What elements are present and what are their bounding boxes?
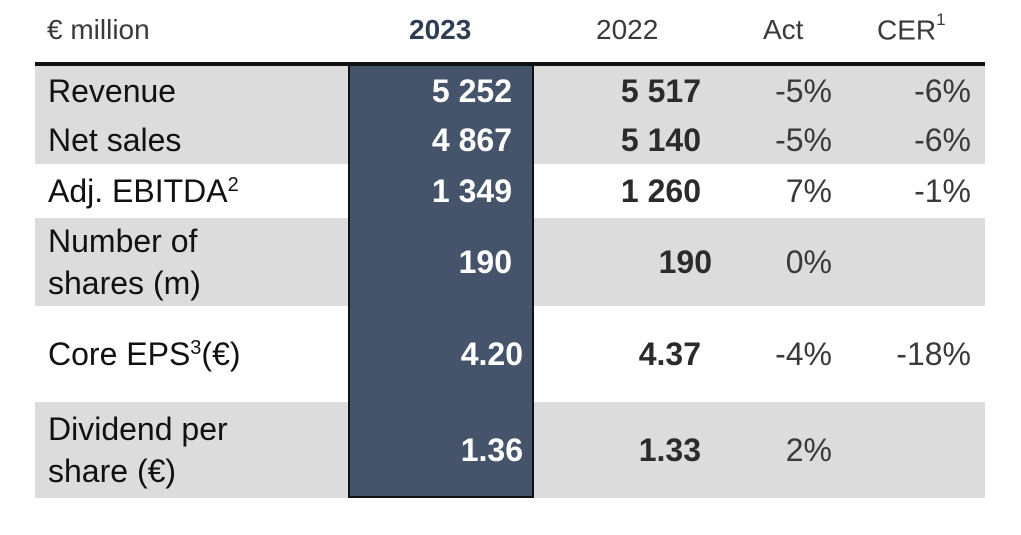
financial-summary-table: € million 2023 2022 Act CER1 Revenue 5 5… [35, 0, 985, 535]
value-2022: 1 260 [620, 172, 701, 209]
header-2022: 2022 [596, 14, 659, 45]
value-2023: 4.20 [460, 335, 523, 372]
header-cer-footnote: 1 [936, 10, 946, 29]
value-cer: -18% [896, 335, 971, 372]
value-2022: 1.33 [638, 431, 701, 468]
table-row-adj-ebitda: Adj. EBITDA 2 1 260 7% -1% [35, 164, 985, 218]
value-act: 2% [785, 431, 832, 468]
header-cer: CER1 [877, 10, 946, 46]
value-act: 7% [785, 172, 832, 209]
value-2022: 5 517 [620, 72, 701, 109]
value-2022: 4.37 [638, 335, 701, 372]
row-label: Number of shares (m) [48, 223, 201, 301]
footnote-marker: 2 [227, 174, 239, 196]
header-act: Act [763, 14, 804, 45]
value-cer: -6% [914, 72, 971, 109]
value-act: 0% [785, 243, 832, 280]
value-act: -4% [775, 335, 832, 372]
table-row-core-eps: Core EPS 3 (€) 4.37 -4% -18% [35, 306, 985, 402]
value-2023: 5 252 [431, 72, 512, 109]
value-act: -5% [775, 121, 832, 158]
row-label: Revenue [48, 73, 177, 109]
value-2022: 190 [658, 243, 712, 280]
footnote-marker: 3 [190, 337, 202, 359]
row-label: Net sales [48, 122, 182, 158]
row-label: Dividend per share (€) [48, 411, 228, 489]
value-2023: 1.36 [460, 431, 523, 468]
value-cer: -6% [914, 121, 971, 158]
row-label: Adj. EBITDA 2 [48, 164, 348, 218]
value-act: -5% [775, 72, 832, 109]
row-label: Core EPS 3 (€) [48, 306, 348, 402]
value-2022: 5 140 [620, 121, 701, 158]
value-2023: 4 867 [431, 121, 512, 158]
header-rule [35, 62, 985, 66]
value-2023: 1 349 [431, 172, 512, 209]
header-unit-label: € million [47, 14, 150, 45]
value-2023: 190 [458, 243, 512, 280]
value-cer: -1% [914, 172, 971, 209]
header-2023: 2023 [409, 14, 472, 45]
highlight-column-2023 [348, 66, 534, 498]
